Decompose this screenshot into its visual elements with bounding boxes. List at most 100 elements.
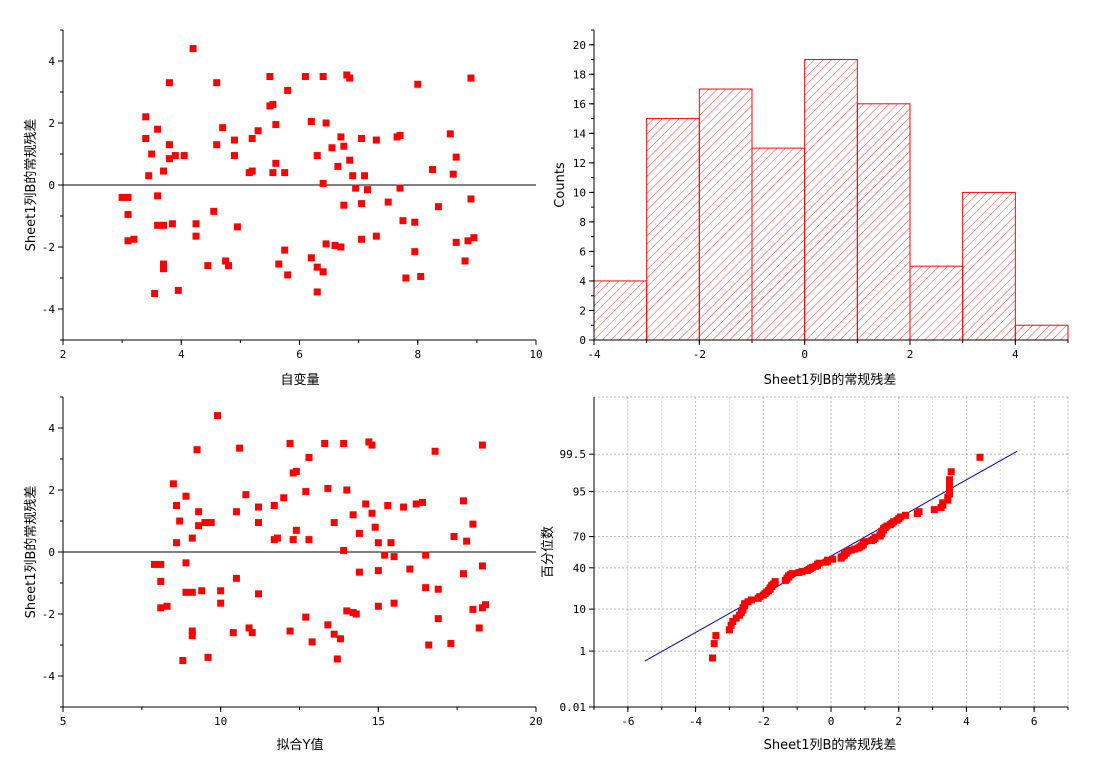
x-tick-label: 15	[372, 715, 385, 728]
marks	[593, 59, 1069, 341]
data-point	[305, 453, 313, 461]
data-point	[280, 494, 288, 502]
data-point	[157, 604, 165, 612]
data-point	[157, 560, 165, 568]
data-point	[319, 73, 327, 80]
data-point	[255, 519, 263, 527]
data-point	[368, 441, 376, 449]
histogram-bar	[804, 59, 858, 341]
data-point	[176, 517, 184, 525]
data-point	[281, 169, 289, 177]
data-point	[371, 523, 379, 531]
data-point	[712, 632, 720, 640]
data-point	[292, 526, 300, 534]
gridlines	[593, 396, 1069, 708]
data-point	[372, 232, 380, 240]
data-point	[154, 221, 162, 229]
data-point	[151, 290, 159, 297]
x-tick-label: -2	[757, 715, 770, 728]
y-tick-label: 4	[579, 275, 586, 288]
data-point	[399, 217, 407, 225]
data-point	[289, 536, 297, 544]
data-point	[390, 599, 398, 607]
data-point	[242, 491, 250, 499]
data-point	[269, 100, 277, 108]
data-point	[346, 74, 354, 82]
data-point	[747, 596, 755, 604]
y-tick-label: 18	[573, 68, 586, 81]
marks	[63, 412, 536, 664]
data-point	[946, 490, 953, 498]
data-point	[254, 127, 262, 135]
data-point	[939, 499, 947, 507]
x-tick-label: -4	[587, 348, 601, 361]
data-point	[352, 184, 360, 192]
data-point	[171, 152, 179, 160]
data-point	[248, 629, 256, 637]
y-tick-label: 20	[573, 39, 586, 52]
data-point	[411, 248, 419, 256]
data-point	[788, 570, 796, 578]
data-point	[463, 537, 471, 545]
data-point	[871, 533, 879, 541]
data-point	[418, 498, 426, 506]
x-tick-label: 8	[414, 348, 421, 361]
data-point	[173, 539, 181, 547]
data-point	[815, 559, 823, 567]
data-point	[150, 560, 158, 568]
data-point	[343, 607, 351, 615]
data-point	[204, 262, 212, 270]
data-point	[328, 144, 336, 152]
data-point	[207, 519, 215, 527]
data-point	[179, 657, 187, 664]
data-point	[182, 559, 190, 567]
data-point	[446, 130, 454, 138]
data-point	[349, 511, 357, 519]
data-point	[355, 568, 363, 576]
data-point	[467, 195, 475, 203]
data-point	[284, 271, 292, 279]
data-point	[709, 654, 716, 662]
data-point	[157, 577, 165, 585]
data-point	[219, 124, 227, 132]
data-point	[414, 80, 422, 88]
histogram-bar	[593, 280, 648, 341]
data-point	[361, 172, 369, 180]
x-tick-label: 4	[178, 348, 185, 361]
y-tick-label: 70	[573, 531, 586, 544]
y-tick-label: 4	[48, 55, 55, 68]
data-point	[124, 237, 132, 245]
data-point	[163, 602, 171, 610]
data-point	[198, 587, 206, 595]
histogram-bar	[1014, 324, 1069, 341]
x-tick-label: -4	[689, 715, 703, 728]
data-point	[195, 522, 203, 530]
data-point	[307, 254, 315, 262]
data-point	[482, 601, 490, 609]
data-point	[374, 567, 382, 575]
data-point	[321, 440, 329, 447]
x-tick-label: 6	[1031, 715, 1038, 728]
data-point	[434, 203, 442, 211]
y-tick-label: 4	[48, 422, 55, 435]
y-tick-label: 0	[48, 546, 55, 559]
data-point	[976, 453, 984, 461]
data-point	[272, 121, 280, 129]
data-point	[324, 484, 332, 492]
data-point	[337, 133, 345, 141]
y-tick-label: -2	[42, 241, 55, 254]
data-point	[160, 167, 168, 175]
histogram-bar	[751, 147, 806, 341]
data-point	[464, 237, 472, 245]
data-point	[352, 610, 360, 618]
data-point	[245, 624, 253, 632]
data-point	[396, 131, 404, 139]
data-point	[204, 653, 212, 661]
panel-normal-probability: -6 -4 -2 0 2 4 6 0.01 1 10 40 70 95 99.5 Sheet1列B的常规残…	[541, 396, 1069, 753]
data-point	[478, 562, 486, 570]
panel-residual-histogram: -4 -2 0 2 4 0 2 4 6 8 10 12 14 16 18 20 Sheet1列B的常规残差 C…	[553, 29, 1069, 388]
data-point	[368, 509, 376, 517]
data-point	[255, 503, 263, 511]
axes: -6 -4 -2 0 2 4 6 0.01 1 10 40 70 95 99.5	[560, 397, 1069, 728]
data-point	[236, 444, 244, 452]
